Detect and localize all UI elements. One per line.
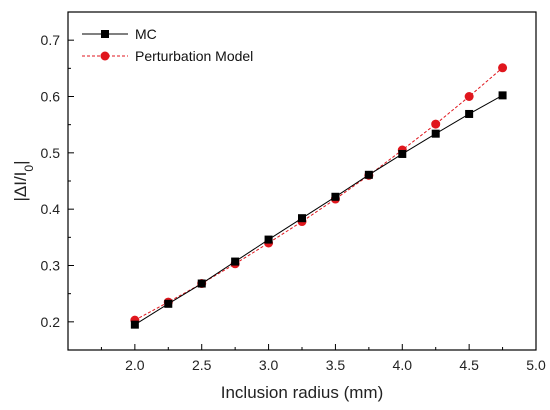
y-tick-label: 0.2 (41, 314, 61, 330)
data-point (431, 129, 440, 138)
x-tick-label: 4.0 (393, 357, 413, 373)
y-axis-ticks: 0.2 0.3 0.4 0.5 0.6 0.7 (41, 11, 74, 351)
x-axis-ticks: 2.0 2.5 3.0 3.5 4.0 4.5 5.0 (100, 344, 546, 373)
y-axis-title-end: | (11, 160, 30, 164)
legend-marker (101, 30, 109, 38)
data-point (364, 170, 373, 179)
x-tick-label: 3.5 (326, 357, 346, 373)
x-axis-title: Inclusion radius (mm) (221, 383, 384, 402)
series-line (134, 67, 503, 321)
data-point (398, 149, 407, 158)
series-line (134, 94, 503, 326)
y-axis-title-subscript: 0 (22, 165, 36, 172)
x-tick-label: 2.5 (192, 357, 212, 373)
x-tick-label: 2.0 (125, 357, 145, 373)
data-point (231, 257, 240, 266)
x-tick-label: 3.0 (259, 357, 279, 373)
y-axis-title-main: |ΔI/I (11, 172, 30, 202)
legend-label: Perturbation Model (135, 48, 253, 64)
data-point (465, 109, 474, 118)
data-point (331, 192, 340, 201)
data-point (197, 279, 206, 288)
x-tick-label: 5.0 (526, 357, 546, 373)
data-point (264, 235, 273, 244)
series-mc (130, 91, 507, 329)
series-layer (130, 63, 508, 329)
data-point (130, 320, 139, 329)
data-point (431, 119, 441, 129)
series-perturbation-model (130, 63, 508, 325)
legend-marker (100, 51, 110, 61)
y-axis-title: |ΔI/I0| (11, 160, 36, 201)
data-point (498, 91, 507, 100)
y-tick-label: 0.5 (41, 145, 61, 161)
legend: MC Perturbation Model (82, 26, 253, 64)
y-tick-label: 0.6 (41, 89, 61, 105)
data-point (464, 92, 474, 101)
legend-item: MC (82, 26, 157, 42)
y-tick-label: 0.7 (41, 32, 61, 48)
data-point (298, 214, 306, 223)
legend-item: Perturbation Model (82, 48, 253, 64)
legend-label: MC (135, 26, 157, 42)
y-tick-label: 0.3 (41, 258, 61, 274)
data-point (164, 299, 173, 308)
y-tick-label: 0.4 (41, 201, 61, 217)
x-tick-label: 4.5 (459, 357, 479, 373)
data-point (498, 63, 508, 73)
